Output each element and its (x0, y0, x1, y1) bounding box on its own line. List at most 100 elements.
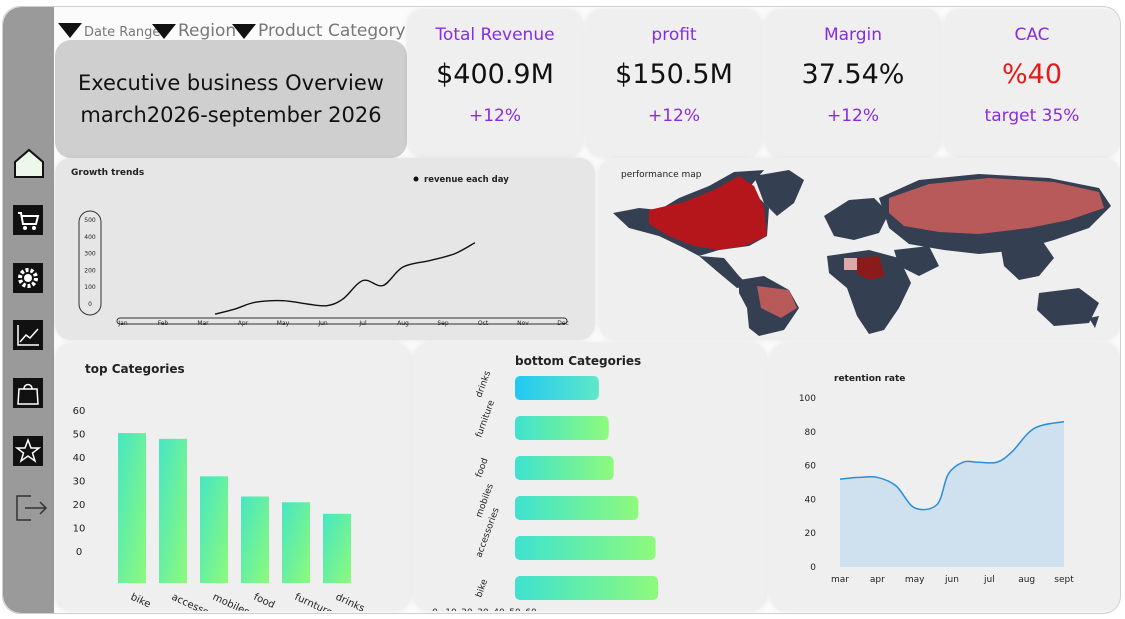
bar (118, 433, 146, 583)
x-tick-label: 50 (509, 608, 521, 611)
map-south-asia[interactable] (999, 236, 1054, 280)
bar (515, 496, 639, 520)
star-icon[interactable] (13, 436, 43, 466)
kpi-card-revenue: Total Revenue $400.9M +12% (407, 9, 583, 157)
map-africa[interactable] (827, 250, 911, 334)
x-tick-label: Jul (358, 320, 367, 327)
map-greenland[interactable] (754, 170, 804, 216)
map-new-zealand[interactable] (1089, 316, 1099, 328)
map-west-africa[interactable] (844, 258, 857, 270)
y-tick-label: 50 (73, 430, 86, 441)
x-tick-label: Apr (238, 320, 249, 327)
date-range-filter[interactable]: Date Range (58, 21, 160, 40)
map-central-america[interactable] (699, 256, 749, 288)
line-chart-icon[interactable] (13, 320, 43, 350)
world-map[interactable] (599, 158, 1120, 340)
bar (282, 502, 310, 583)
chevron-down-icon (152, 23, 176, 39)
retention-line (839, 420, 1065, 511)
bar (323, 513, 351, 583)
y-tick-label: 500 (84, 217, 96, 224)
x-tick-label: 60 (525, 608, 537, 611)
x-tick-label: bike (129, 592, 152, 611)
y-tick-label: 0 (88, 301, 92, 308)
map-europe[interactable] (824, 198, 889, 240)
product-category-label: Product Category (258, 21, 406, 41)
growth-trends-title: Growth trends (71, 168, 145, 178)
x-tick-label: Dec (557, 320, 569, 327)
performance-map-title: performance map (621, 170, 702, 180)
y-tick-label: 0 (810, 563, 816, 573)
retention-area (840, 421, 1064, 567)
y-tick-label: 100 (84, 284, 96, 291)
x-tick-label: 30 (477, 608, 489, 611)
kpi-value: $150.5M (615, 59, 733, 90)
kpi-card-profit: profit $150.5M +12% (586, 9, 762, 157)
y-tick-label: food (474, 457, 490, 479)
kpi-card-margin: Margin 37.54% +12% (765, 9, 941, 157)
y-tick-label: 60 (73, 406, 86, 417)
x-tick-label: 40 (493, 608, 505, 611)
bag-icon[interactable] (13, 378, 43, 408)
retention-rate-panel: retention rate 100 80 60 40 20 0 mar apr may jun j… (770, 343, 1120, 611)
x-tick-label: Sep (437, 320, 449, 327)
region-filter[interactable]: Region (152, 21, 236, 41)
y-tick-label: 40 (805, 495, 817, 505)
bar (515, 376, 599, 400)
kpi-change: +12% (826, 106, 880, 126)
map-north-africa[interactable] (857, 256, 885, 280)
map-brazil[interactable] (757, 286, 797, 318)
legend-marker (413, 176, 419, 182)
gear-icon[interactable] (13, 263, 43, 293)
top-categories-title: top Categories (85, 362, 185, 376)
x-tick-label: Jun (317, 320, 328, 327)
sidebar (3, 7, 54, 613)
region-label: Region (178, 21, 237, 41)
kpi-title: profit (651, 25, 697, 45)
page-title: Executive business Overview march2026-se… (55, 40, 407, 158)
x-tick-label: mar (831, 575, 849, 585)
chevron-down-icon (232, 23, 256, 39)
x-tick-label: 20 (461, 608, 473, 611)
kpi-change: +12% (647, 106, 701, 126)
x-tick-label: Jan (117, 320, 127, 327)
bar (200, 476, 228, 583)
y-axis-pill (78, 210, 102, 316)
bottom-categories-title: bottom Categories (515, 354, 642, 368)
title-line-1: Executive business Overview (78, 71, 384, 95)
x-tick-label: furnture (293, 592, 334, 611)
x-axis-pill (116, 317, 568, 325)
x-tick-label: Oct (478, 320, 489, 327)
legend-label: revenue each day (424, 175, 509, 185)
bar (515, 536, 656, 560)
cart-icon[interactable] (13, 205, 43, 235)
logout-icon[interactable] (13, 492, 48, 522)
bottom-categories-panel: bottom Categories 0 10 20 30 40 50 60 drinksfur… (413, 343, 767, 611)
x-tick-label: sept (1054, 575, 1074, 585)
y-tick-label: drinks (474, 369, 493, 399)
y-tick-label: 200 (84, 267, 96, 274)
home-icon[interactable] (13, 147, 44, 178)
growth-trends-panel: Growth trends revenue each day Jan Feb Mar… (55, 158, 595, 340)
bar (159, 438, 187, 583)
map-canada-usa[interactable] (649, 176, 767, 250)
y-tick-label: 20 (805, 529, 817, 539)
map-russia[interactable] (889, 178, 1104, 234)
x-tick-label: apr (870, 575, 885, 585)
bar (515, 456, 614, 480)
x-tick-label: mobiles (211, 592, 251, 611)
top-categories-panel: top Categories 60 50 40 30 20 10 0 bike accessor… (55, 343, 411, 611)
title-line-2: march2026-september 2026 (80, 103, 382, 127)
bar (515, 576, 659, 600)
map-middle-east[interactable] (894, 246, 939, 276)
x-tick-label: aug (1018, 575, 1035, 585)
map-australia[interactable] (1037, 288, 1099, 326)
x-tick-label: Aug (397, 320, 409, 327)
y-tick-label: 40 (73, 453, 86, 464)
retention-rate-title: retention rate (834, 374, 906, 384)
product-category-filter[interactable]: Product Category (232, 21, 406, 41)
y-tick-label: 20 (73, 500, 86, 511)
dashboard-frame: Date Range Region Product Category Execu… (2, 6, 1121, 614)
y-tick-label: 100 (799, 394, 816, 404)
